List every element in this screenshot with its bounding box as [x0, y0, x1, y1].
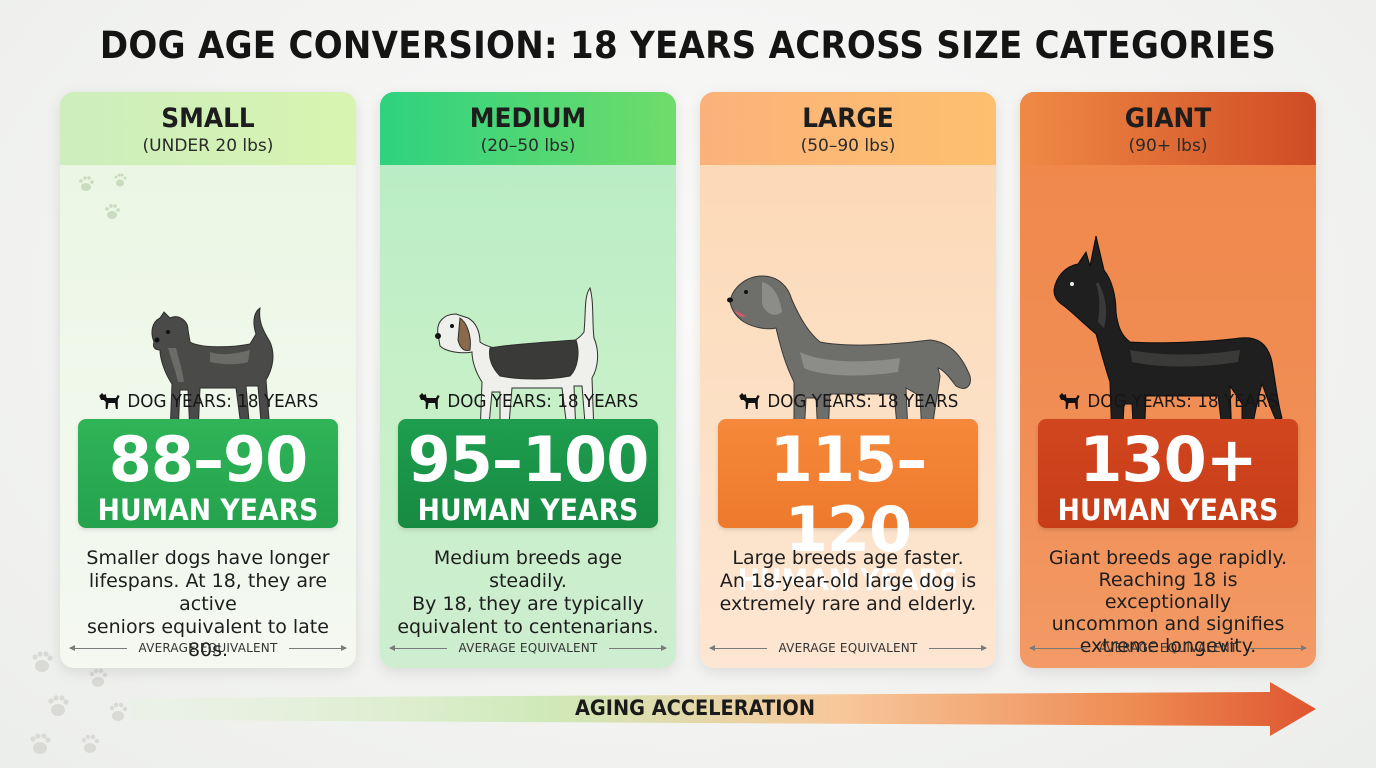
human-years-range: 95–100 — [407, 423, 650, 496]
human-years-box: 130+ HUMAN YEARS — [1038, 419, 1298, 528]
size-weight: (UNDER 20 lbs) — [142, 136, 274, 156]
size-name: GIANT — [1124, 103, 1212, 134]
dog-silhouette-icon — [98, 390, 122, 415]
human-years-unit: HUMAN YEARS — [1057, 493, 1279, 527]
card-description: Giant breeds age rapidly. Reaching 18 is… — [1034, 547, 1302, 657]
card-header: SMALL (UNDER 20 lbs) — [60, 92, 356, 165]
dog-years-label: DOG YEARS: 18 YEARS — [1030, 390, 1305, 415]
card-header: MEDIUM (20–50 lbs) — [380, 92, 676, 165]
card-medium: MEDIUM (20–50 lbs) DOG YEARS: 18 YEARS 9… — [380, 92, 676, 668]
dog-years-text: DOG YEARS: 18 YEARS — [447, 391, 639, 412]
dog-silhouette-icon — [1058, 390, 1082, 415]
average-equivalent-label: AVERAGE EQUIVALENT — [138, 641, 278, 655]
description-line: seniors equivalent to late 80s. — [87, 616, 329, 661]
dog-years-text: DOG YEARS: 18 YEARS — [767, 391, 959, 412]
description-line: Large breeds age faster. — [732, 547, 964, 569]
dog-years-label: DOG YEARS: 18 YEARS — [70, 390, 345, 415]
card-large: LARGE (50–90 lbs) DOG YEARS: 18 YEARS 11… — [700, 92, 996, 668]
description-line: lifespans. At 18, they are active — [88, 570, 328, 615]
card-description: Medium breeds age steadily. By 18, they … — [394, 547, 662, 639]
description-line: Giant breeds age rapidly. — [1048, 547, 1288, 569]
dog-years-text: DOG YEARS: 18 YEARS — [127, 391, 319, 412]
dog-years-label: DOG YEARS: 18 YEARS — [390, 390, 665, 415]
human-years-box: 115–120 HUMAN YEARS — [718, 419, 978, 595]
left-arrow-line — [1029, 644, 1087, 651]
aging-acceleration-arrow: AGING ACCELERATION — [130, 682, 1320, 738]
average-equivalent-footer: AVERAGE EQUIVALENT — [69, 640, 347, 656]
size-name: LARGE — [802, 103, 894, 134]
card-small: SMALL (UNDER 20 lbs) DOG YEARS: 18 YEARS — [60, 92, 356, 668]
description-line: By 18, they are typically — [412, 593, 644, 615]
card-description: Large breeds age faster. An 18-year-old … — [714, 547, 982, 616]
average-equivalent-footer: AVERAGE EQUIVALENT — [1029, 640, 1307, 656]
aging-acceleration-label: AGING ACCELERATION — [574, 696, 816, 720]
dog-years-label: DOG YEARS: 18 YEARS — [710, 390, 985, 415]
card-giant: GIANT (90+ lbs) DOG YEARS: 18 YEARS 130+… — [1020, 92, 1316, 668]
card-header: GIANT (90+ lbs) — [1020, 92, 1316, 165]
description-line: Smaller dogs have longer — [86, 547, 330, 569]
size-weight: (90+ lbs) — [1128, 136, 1208, 156]
description-line: An 18-year-old large dog is — [719, 570, 977, 592]
human-years-box: 95–100 HUMAN YEARS — [398, 419, 658, 528]
card-description: Smaller dogs have longer lifespans. At 1… — [74, 547, 342, 662]
human-years-unit: HUMAN YEARS — [417, 493, 639, 527]
paw-prints-decoration — [79, 173, 127, 219]
description-line: equivalent to centenarians. — [397, 616, 659, 638]
card-header: LARGE (50–90 lbs) — [700, 92, 996, 165]
description-line: Medium breeds age steadily. — [433, 547, 623, 592]
human-years-range: 130+ — [1079, 423, 1257, 496]
average-equivalent-footer: AVERAGE EQUIVALENT — [709, 640, 987, 656]
human-years-unit: HUMAN YEARS — [737, 563, 959, 597]
description-line: Reaching 18 is exceptionally — [1098, 569, 1238, 613]
size-weight: (20–50 lbs) — [480, 136, 576, 156]
human-years-unit: HUMAN YEARS — [97, 493, 319, 527]
human-years-box: 88–90 HUMAN YEARS — [78, 419, 338, 528]
page-title: DOG AGE CONVERSION: 18 YEARS ACROSS SIZE… — [99, 24, 1277, 67]
human-years-range: 88–90 — [108, 423, 309, 496]
left-arrow-line — [709, 644, 767, 651]
human-years-range: 115–120 — [769, 423, 927, 566]
right-arrow-line — [929, 644, 987, 651]
gradient-arrow-shape — [130, 682, 1316, 736]
dog-silhouette-icon — [418, 390, 442, 415]
description-line: extreme longevity. — [1079, 635, 1257, 657]
description-line: uncommon and signifies — [1051, 613, 1285, 635]
paw-prints-decoration — [30, 651, 128, 754]
size-weight: (50–90 lbs) — [800, 136, 896, 156]
right-arrow-line — [609, 644, 667, 651]
size-name: SMALL — [161, 103, 255, 134]
left-arrow-line — [69, 644, 127, 651]
size-name: MEDIUM — [469, 103, 587, 134]
right-arrow-line — [289, 644, 347, 651]
dog-silhouette-icon — [738, 390, 762, 415]
right-arrow-line — [1249, 644, 1307, 651]
average-equivalent-footer: AVERAGE EQUIVALENT — [389, 640, 667, 656]
average-equivalent-label: AVERAGE EQUIVALENT — [1098, 641, 1238, 655]
average-equivalent-label: AVERAGE EQUIVALENT — [778, 641, 918, 655]
dog-years-text: DOG YEARS: 18 YEARS — [1087, 391, 1279, 412]
description-line: extremely rare and elderly. — [719, 593, 977, 615]
left-arrow-line — [389, 644, 447, 651]
average-equivalent-label: AVERAGE EQUIVALENT — [458, 641, 598, 655]
